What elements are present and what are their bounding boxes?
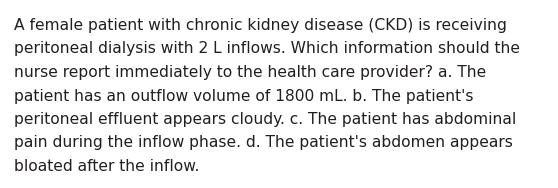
Text: peritoneal effluent appears cloudy. c. The patient has abdominal: peritoneal effluent appears cloudy. c. T… — [14, 112, 516, 127]
Text: bloated after the inflow.: bloated after the inflow. — [14, 159, 199, 174]
Text: A female patient with chronic kidney disease (CKD) is receiving: A female patient with chronic kidney dis… — [14, 18, 507, 33]
Text: patient has an outflow volume of 1800 mL. b. The patient's: patient has an outflow volume of 1800 mL… — [14, 89, 474, 104]
Text: pain during the inflow phase. d. The patient's abdomen appears: pain during the inflow phase. d. The pat… — [14, 136, 513, 151]
Text: nurse report immediately to the health care provider? a. The: nurse report immediately to the health c… — [14, 65, 486, 80]
Text: peritoneal dialysis with 2 L inflows. Which information should the: peritoneal dialysis with 2 L inflows. Wh… — [14, 42, 520, 57]
